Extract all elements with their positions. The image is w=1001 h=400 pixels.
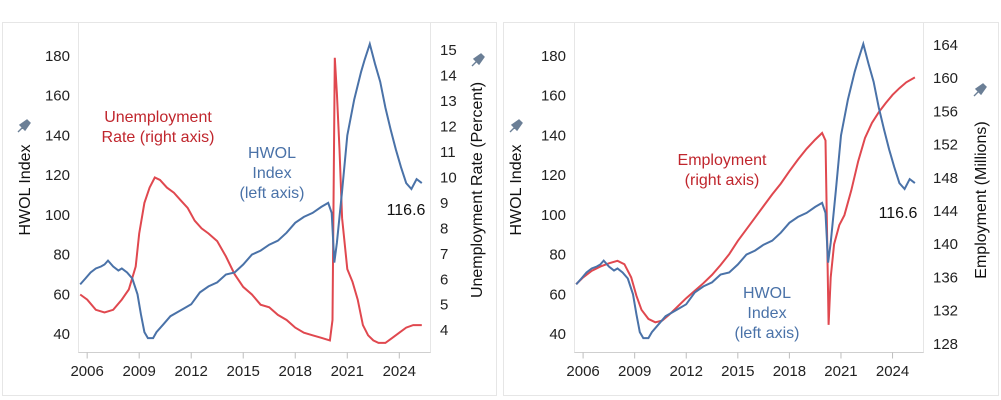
- right-tick-label: 14: [440, 68, 457, 85]
- pin-icon: [18, 120, 30, 132]
- right-tick-label: 4: [440, 322, 448, 339]
- hwol-end-value-label: 116.6: [387, 202, 426, 219]
- right-tick-label: 9: [440, 195, 448, 212]
- chart-employment: 40 60 80 100 120 140 160 180 128 132 136 140 144 148…: [504, 23, 999, 396]
- left-tick-label: 160: [45, 88, 70, 105]
- left-tick-label: 40: [549, 326, 566, 343]
- pin-icon: [974, 84, 986, 96]
- right-tick-label: 6: [440, 271, 448, 288]
- left-tick-label: 80: [53, 247, 70, 264]
- unemployment-annotation-line1: Unemployment: [104, 109, 212, 126]
- x-tick-label: 2006: [566, 363, 599, 380]
- hwol-annotation-line2: Index: [747, 305, 786, 322]
- x-tick-label: 2015: [721, 363, 754, 380]
- left-axis-title: HWOL Index: [17, 145, 34, 236]
- right-tick-label: 136: [933, 269, 958, 286]
- left-tick-label: 140: [541, 127, 566, 144]
- x-tick-label: 2006: [70, 363, 103, 380]
- left-tick-label: 120: [541, 167, 566, 184]
- left-tick-label: 100: [541, 207, 566, 224]
- x-tick-label: 2021: [824, 363, 857, 380]
- right-tick-label: 5: [440, 297, 448, 314]
- right-axis-ticks: 128 132 136 140 144 148 152 156 160 164: [933, 37, 958, 353]
- x-tick-label: 2024: [383, 363, 416, 380]
- chart-unemployment: 40 60 80 100 120 140 160 180 4 5 6 7 8 9 10 11 12 13 14 15…: [3, 23, 497, 396]
- left-axis-title: HWOL Index: [508, 145, 525, 236]
- x-tick-label: 2021: [331, 363, 364, 380]
- right-tick-label: 148: [933, 170, 958, 187]
- x-tick-label: 2009: [618, 363, 651, 380]
- x-tick-label: 2012: [670, 363, 703, 380]
- right-tick-label: 15: [440, 42, 457, 59]
- x-tick-label: 2012: [175, 363, 208, 380]
- right-tick-label: 8: [440, 220, 448, 237]
- right-tick-label: 160: [933, 70, 958, 87]
- hwol-annotation-line1: HWOL: [743, 285, 791, 302]
- pin-icon: [472, 54, 484, 66]
- right-axis-title: Unemployment Rate (Percent): [469, 82, 486, 298]
- x-axis-ticks: 2006 2009 2012 2015 2018 2021 2024: [566, 353, 909, 381]
- left-tick-label: 140: [45, 127, 70, 144]
- left-axis-ticks: 40 60 80 100 120 140 160 180: [45, 48, 70, 343]
- left-tick-label: 120: [45, 167, 70, 184]
- right-tick-label: 128: [933, 336, 958, 353]
- hwol-end-value-label: 116.6: [879, 205, 918, 222]
- unemployment-annotation-line2: Rate (right axis): [102, 129, 215, 146]
- right-axis-ticks: 4 5 6 7 8 9 10 11 12 13 14 15: [440, 42, 457, 339]
- left-tick-label: 40: [53, 326, 70, 343]
- right-tick-label: 140: [933, 236, 958, 253]
- right-tick-label: 10: [440, 169, 457, 186]
- x-tick-label: 2015: [227, 363, 260, 380]
- x-tick-label: 2024: [876, 363, 909, 380]
- employment-annotation-line2: (right axis): [685, 172, 760, 189]
- left-tick-label: 60: [53, 286, 70, 303]
- pin-icon: [510, 120, 522, 132]
- hwol-annotation-line1: HWOL: [248, 145, 296, 162]
- x-tick-label: 2018: [773, 363, 806, 380]
- right-axis-title: Employment (Millions): [973, 121, 990, 278]
- right-tick-label: 132: [933, 303, 958, 320]
- employment-annotation-line1: Employment: [678, 152, 767, 169]
- hwol-annotation-line2: Index: [252, 165, 291, 182]
- x-tick-label: 2018: [279, 363, 312, 380]
- left-tick-label: 180: [45, 48, 70, 65]
- pin-icon-shape: [18, 120, 30, 132]
- left-tick-label: 180: [541, 48, 566, 65]
- right-tick-label: 11: [440, 144, 456, 161]
- left-tick-label: 100: [45, 207, 70, 224]
- left-tick-label: 60: [549, 286, 566, 303]
- right-tick-label: 12: [440, 119, 457, 136]
- pin-icon-shape: [974, 84, 986, 96]
- hwol-annotation-line3: (left axis): [735, 325, 800, 342]
- x-axis-ticks: 2006 2009 2012 2015 2018 2021 2024: [70, 353, 415, 381]
- hwol-annotation-line3: (left axis): [240, 185, 305, 202]
- right-tick-label: 156: [933, 103, 958, 120]
- right-tick-label: 144: [933, 203, 958, 220]
- right-tick-label: 164: [933, 37, 958, 54]
- x-tick-label: 2009: [123, 363, 156, 380]
- right-tick-label: 7: [440, 246, 448, 263]
- pin-icon-shape: [510, 120, 522, 132]
- left-axis-ticks: 40 60 80 100 120 140 160 180: [541, 48, 566, 343]
- right-tick-label: 152: [933, 137, 958, 154]
- left-tick-label: 160: [541, 88, 566, 105]
- pin-icon-shape: [472, 54, 484, 66]
- left-tick-label: 80: [549, 247, 566, 264]
- right-tick-label: 13: [440, 93, 457, 110]
